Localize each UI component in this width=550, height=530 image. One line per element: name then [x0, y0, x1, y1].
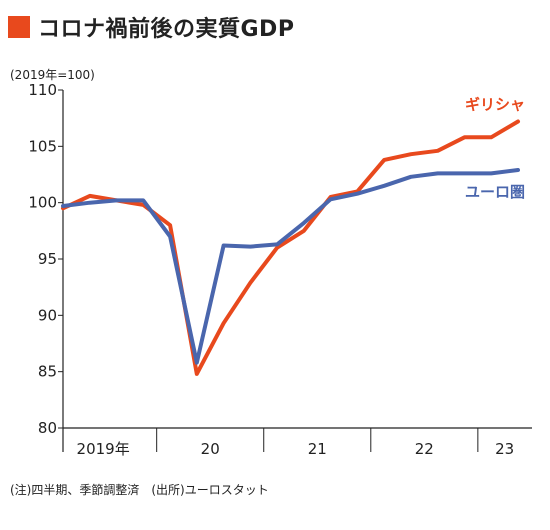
- series-line-0: [61, 119, 520, 376]
- y-tick-label: 95: [38, 250, 57, 268]
- chart-axes: [62, 90, 532, 452]
- y-tick-label: 110: [28, 81, 57, 99]
- x-tick-labels: 2019年 20 21 22 23: [77, 428, 514, 458]
- footnote: (注)四半期、季節調整済 (出所)ユーロスタット: [10, 483, 269, 497]
- x-tick-label: 2019年: [77, 440, 130, 458]
- chart-title-block: コロナ禍前後の実質GDP: [8, 12, 294, 42]
- y-axis-unit-label: (2019年=100): [10, 68, 95, 82]
- y-tick-label: 85: [38, 363, 57, 381]
- chart-title: コロナ禍前後の実質GDP: [38, 17, 295, 42]
- y-tick-label: 80: [38, 419, 57, 437]
- series-label-0: ギリシャ: [465, 96, 525, 114]
- x-tick-label: 23: [495, 440, 514, 458]
- series-lines: [61, 119, 520, 376]
- y-tick-labels: 80 85 90 95 100 105 110: [28, 81, 63, 437]
- x-tick-label: 22: [415, 440, 434, 458]
- series-label-1: ユーロ圏: [465, 183, 525, 201]
- y-tick-label: 105: [28, 137, 57, 155]
- y-tick-label: 100: [28, 194, 57, 212]
- x-tick-label: 21: [308, 440, 327, 458]
- title-square-icon: [8, 16, 30, 38]
- x-tick-label: 20: [201, 440, 220, 458]
- y-tick-label: 90: [38, 306, 57, 324]
- series-line-1: [61, 168, 520, 365]
